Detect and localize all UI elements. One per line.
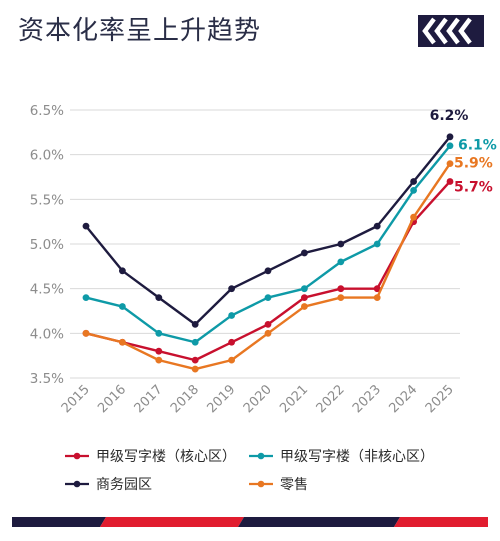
chart-title: 资本化率呈上升趋势 <box>18 16 262 46</box>
data-point <box>82 222 90 230</box>
chevron-logo-icon <box>418 15 484 47</box>
data-point <box>373 222 381 230</box>
y-tick-label: 5.0% <box>30 237 64 253</box>
data-point <box>191 356 199 364</box>
data-point <box>446 133 454 141</box>
data-point <box>191 365 199 373</box>
x-tick-label: 2020 <box>241 382 275 416</box>
y-tick-label: 5.5% <box>30 192 64 208</box>
data-point <box>155 294 163 301</box>
end-data-label: 6.1% <box>458 138 497 154</box>
data-point <box>264 294 272 301</box>
legend-item-core-grade-a-office: 甲级写字楼（核心区） <box>64 446 236 466</box>
legend-item-retail: 零售 <box>248 474 308 494</box>
decorative-footer-bar <box>12 517 488 527</box>
legend-swatch-icon <box>65 480 89 488</box>
data-point <box>373 285 381 293</box>
data-point <box>155 347 163 355</box>
data-point <box>82 294 90 301</box>
data-point <box>264 321 272 328</box>
legend-label: 甲级写字楼（核心区） <box>96 449 236 465</box>
x-tick-label: 2018 <box>168 382 202 416</box>
data-point <box>191 338 199 346</box>
x-tick-label: 2019 <box>204 382 238 416</box>
legend-item-business-park: 商务园区 <box>64 474 152 494</box>
data-point <box>228 285 236 293</box>
data-point <box>373 294 381 301</box>
data-point <box>82 329 90 337</box>
y-tick-label: 6.5% <box>30 103 64 119</box>
data-point <box>446 160 454 168</box>
x-tick-label: 2022 <box>314 382 348 416</box>
data-point <box>410 178 417 185</box>
end-data-label: 5.9% <box>454 156 493 172</box>
data-point <box>410 213 417 221</box>
data-point <box>337 285 345 293</box>
x-tick-label: 2024 <box>386 382 420 416</box>
data-point <box>410 187 417 194</box>
end-data-label: 6.2% <box>430 108 469 124</box>
data-point <box>228 338 236 346</box>
x-tick-label: 2016 <box>95 382 129 416</box>
data-point <box>446 142 454 150</box>
legend-swatch-icon <box>249 452 273 460</box>
data-point <box>119 338 126 346</box>
data-point <box>228 356 236 364</box>
legend-label: 商务园区 <box>96 477 152 493</box>
x-tick-label: 2023 <box>350 382 384 416</box>
data-point <box>301 285 308 293</box>
y-tick-label: 6.0% <box>30 148 64 164</box>
legend-swatch-icon <box>65 452 89 460</box>
legend-swatch-icon <box>249 480 273 488</box>
x-tick-label: 2021 <box>277 382 311 416</box>
data-point <box>155 356 163 364</box>
y-tick-label: 3.5% <box>30 371 64 387</box>
data-point <box>264 267 272 275</box>
legend-label: 零售 <box>280 477 308 493</box>
data-point <box>446 178 454 185</box>
x-tick-label: 2025 <box>423 382 457 416</box>
data-point <box>301 294 308 301</box>
data-point <box>373 240 381 248</box>
data-point <box>337 294 345 301</box>
data-point <box>228 312 236 319</box>
line-chart: 3.5% 4.0% 4.5% 5.0% 5.5% 6.0% 6.5% 2015 2016 2017… <box>30 103 497 416</box>
data-point <box>119 303 126 310</box>
data-point <box>337 258 345 266</box>
end-data-label: 5.7% <box>454 179 493 195</box>
data-point <box>119 267 126 275</box>
legend-label: 甲级写字楼（非核心区） <box>280 449 434 465</box>
data-point <box>264 329 272 337</box>
y-tick-label: 4.5% <box>30 282 64 298</box>
x-tick-label: 2015 <box>59 382 93 416</box>
series-line <box>85 162 451 371</box>
data-point <box>301 249 308 257</box>
x-tick-label: 2017 <box>132 382 166 416</box>
data-point <box>301 303 308 310</box>
y-tick-label: 4.0% <box>30 326 64 342</box>
legend-item-noncore-grade-a-office: 甲级写字楼（非核心区） <box>248 446 434 466</box>
data-point <box>155 329 163 337</box>
data-point <box>337 240 345 248</box>
data-point <box>191 321 199 328</box>
